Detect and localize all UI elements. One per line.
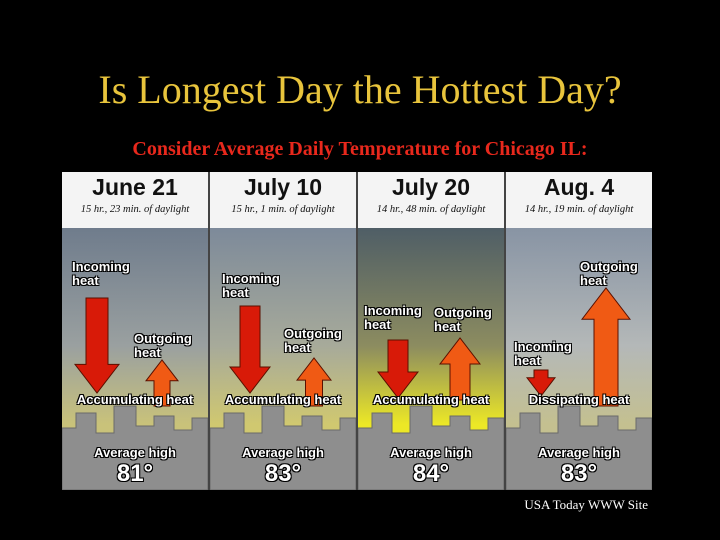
- outgoing-arrow: [438, 337, 482, 401]
- average-high: 83°: [560, 460, 598, 487]
- slide-title: Is Longest Day the Hottest Day?: [98, 67, 622, 112]
- average-high: 84°: [412, 460, 450, 487]
- panel-art: [358, 228, 504, 490]
- average-label: Average high: [94, 445, 176, 460]
- panel-art: [62, 228, 208, 490]
- balance-label: Accumulating heat: [76, 392, 194, 407]
- panel-art: [210, 228, 356, 490]
- average-high: 83°: [264, 460, 302, 487]
- incoming-label: Incoming heat: [222, 271, 280, 300]
- balance-label: Dissipating heat: [528, 392, 630, 407]
- outgoing-label: Outgoing heat: [284, 326, 342, 355]
- panel: June 21 15 hr., 23 min. of daylight Incomi…: [62, 172, 208, 490]
- daylight-text: 14 hr., 19 min. of daylight: [524, 204, 634, 215]
- buildings: [210, 405, 356, 490]
- panel: July 10 15 hr., 1 min. of daylight Incomin…: [210, 172, 356, 490]
- outgoing-arrow: [295, 357, 333, 407]
- source-credit: USA Today WWW Site: [524, 497, 648, 512]
- panel-date: July 10: [244, 174, 322, 200]
- panel-header: Aug. 4 14 hr., 19 min. of daylight: [506, 172, 652, 228]
- incoming-label: Incoming heat: [364, 303, 422, 332]
- average-label: Average high: [538, 445, 620, 460]
- incoming-arrow: [525, 369, 557, 397]
- outgoing-arrow: [580, 287, 632, 407]
- weather-graphic: June 21 15 hr., 23 min. of daylight Incomi…: [62, 172, 652, 490]
- outgoing-label: Outgoing heat: [434, 305, 492, 334]
- panel-header: July 20 14 hr., 48 min. of daylight: [358, 172, 504, 228]
- panel: July 20 14 hr., 48 min. of daylight Incomi…: [358, 172, 504, 490]
- incoming-label: Incoming heat: [514, 339, 572, 368]
- buildings: [358, 405, 504, 490]
- panel: Aug. 4 14 hr., 19 min. of daylight Incomin…: [506, 172, 652, 490]
- outgoing-label: Outgoing heat: [580, 259, 638, 288]
- panel-date: Aug. 4: [543, 174, 615, 200]
- slide-subtitle: Consider Average Daily Temperature for C…: [132, 138, 588, 160]
- daylight-text: 15 hr., 23 min. of daylight: [80, 204, 190, 215]
- buildings: [506, 405, 652, 490]
- average-high: 81°: [116, 460, 154, 487]
- average-label: Average high: [390, 445, 472, 460]
- balance-label: Accumulating heat: [224, 392, 342, 407]
- outgoing-arrow: [144, 359, 180, 407]
- incoming-arrow: [228, 305, 272, 394]
- balance-label: Accumulating heat: [372, 392, 490, 407]
- panel-date: July 20: [392, 174, 470, 200]
- panel-header: July 10 15 hr., 1 min. of daylight: [210, 172, 356, 228]
- buildings: [62, 405, 208, 490]
- incoming-arrow: [73, 297, 121, 394]
- panel-header: June 21 15 hr., 23 min. of daylight: [62, 172, 208, 228]
- incoming-label: Incoming heat: [72, 259, 130, 288]
- panel-date: June 21: [92, 174, 178, 200]
- incoming-arrow: [376, 339, 420, 399]
- daylight-text: 14 hr., 48 min. of daylight: [376, 204, 486, 215]
- average-label: Average high: [242, 445, 324, 460]
- panel-art: [506, 228, 652, 490]
- daylight-text: 15 hr., 1 min. of daylight: [231, 204, 335, 215]
- outgoing-label: Outgoing heat: [134, 331, 192, 360]
